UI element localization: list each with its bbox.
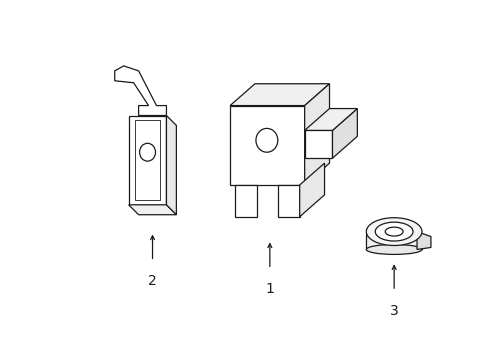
Polygon shape <box>277 185 299 217</box>
Ellipse shape <box>139 143 155 161</box>
Polygon shape <box>115 66 166 116</box>
Polygon shape <box>304 109 357 130</box>
Ellipse shape <box>374 222 412 241</box>
Ellipse shape <box>366 218 421 246</box>
Polygon shape <box>230 84 329 105</box>
Polygon shape <box>128 116 166 205</box>
Polygon shape <box>235 185 256 217</box>
Ellipse shape <box>385 227 402 236</box>
Polygon shape <box>230 105 304 185</box>
Text: 3: 3 <box>389 304 398 318</box>
Polygon shape <box>366 234 421 249</box>
Ellipse shape <box>366 244 421 255</box>
Polygon shape <box>416 231 430 249</box>
Polygon shape <box>166 116 176 215</box>
Text: 1: 1 <box>265 282 274 296</box>
Polygon shape <box>299 163 324 217</box>
Ellipse shape <box>255 129 277 152</box>
Polygon shape <box>304 84 329 185</box>
Polygon shape <box>304 130 332 158</box>
Text: 2: 2 <box>148 274 157 288</box>
Polygon shape <box>128 205 176 215</box>
Polygon shape <box>332 109 357 158</box>
